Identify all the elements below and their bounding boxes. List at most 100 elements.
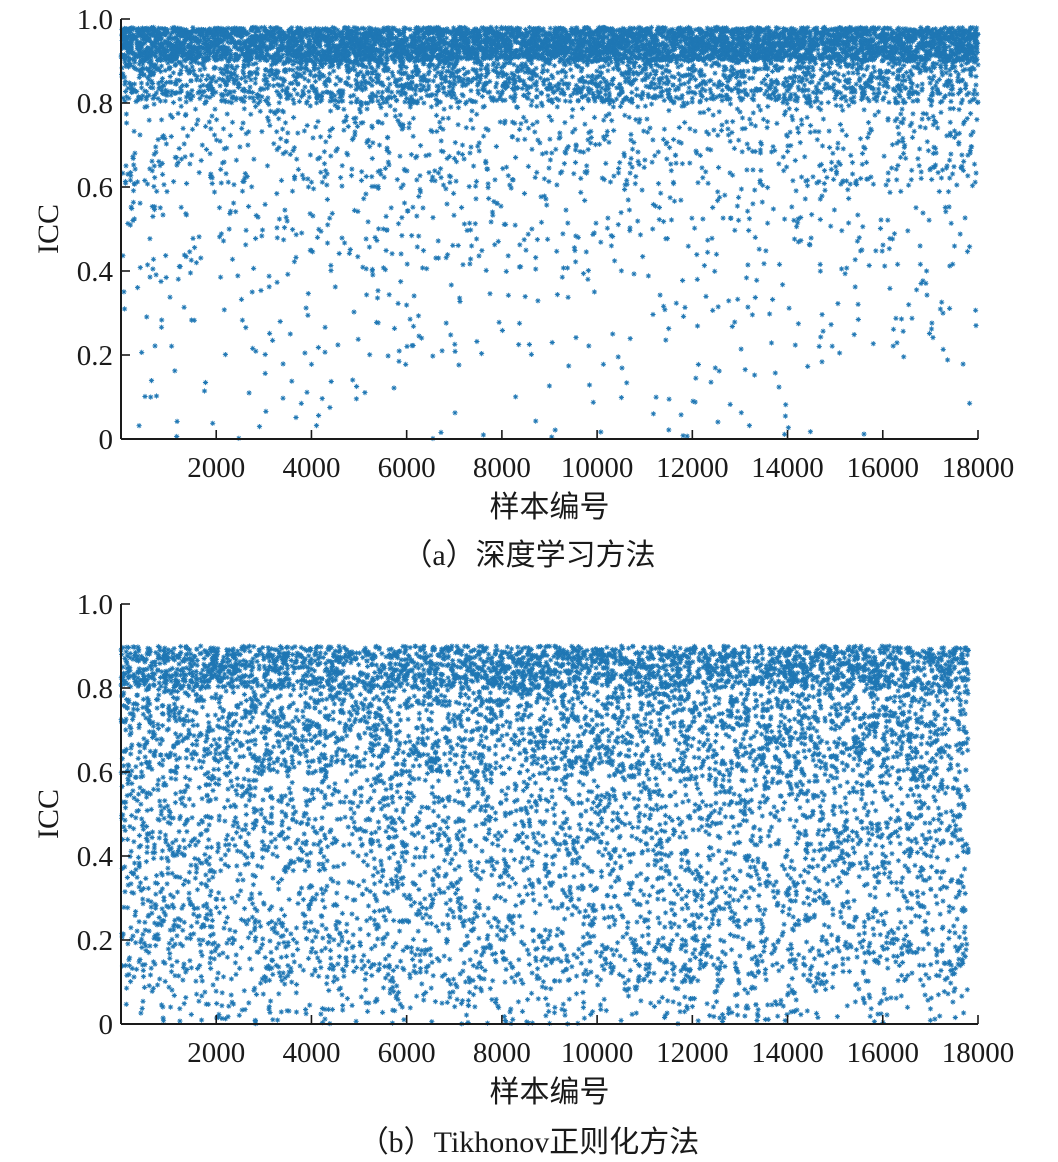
data-point <box>366 34 371 39</box>
data-point <box>300 33 305 38</box>
data-point <box>279 55 284 60</box>
data-point <box>756 53 761 58</box>
data-point <box>479 46 484 51</box>
data-point <box>714 43 719 48</box>
data-point <box>429 37 434 42</box>
data-point <box>145 31 150 36</box>
data-point <box>869 56 874 61</box>
data-point <box>406 53 411 58</box>
data-point <box>401 31 406 36</box>
data-point <box>655 57 660 62</box>
data-point <box>493 37 498 42</box>
data-point <box>584 41 589 46</box>
chart-a-svg: 2000 4000 6000 8000 10000 12000 14000 16000 1800… <box>0 0 1058 530</box>
data-point <box>908 46 913 51</box>
data-point <box>750 53 755 58</box>
data-point <box>389 41 394 46</box>
data-point <box>706 54 711 59</box>
data-point <box>623 47 628 52</box>
data-point <box>518 42 523 47</box>
data-point <box>128 30 133 35</box>
data-point <box>256 29 261 34</box>
data-point <box>265 57 270 62</box>
data-point <box>467 30 472 35</box>
data-point <box>540 33 545 38</box>
data-point <box>625 37 630 42</box>
data-point <box>711 52 716 57</box>
data-point <box>664 42 669 47</box>
data-point <box>156 42 161 47</box>
data-point <box>683 54 688 59</box>
data-point <box>235 54 240 59</box>
data-point <box>630 32 635 37</box>
data-point <box>793 53 798 58</box>
data-point <box>294 42 299 47</box>
data-point <box>902 33 907 38</box>
data-point <box>948 48 953 53</box>
data-point <box>232 44 237 49</box>
data-point <box>151 25 156 30</box>
data-point <box>449 56 454 61</box>
data-point <box>736 42 741 47</box>
data-point <box>907 38 912 43</box>
data-point <box>195 55 200 60</box>
data-point <box>886 54 891 59</box>
data-point <box>291 36 296 41</box>
data-point <box>764 25 769 30</box>
data-point <box>446 30 451 35</box>
data-point <box>676 26 681 31</box>
data-point <box>678 57 683 62</box>
data-point <box>902 41 907 46</box>
data-point <box>631 37 636 42</box>
data-point <box>206 57 211 62</box>
data-point <box>558 26 563 31</box>
data-point <box>643 35 648 40</box>
data-point <box>473 42 478 47</box>
data-point <box>856 34 861 39</box>
data-point <box>371 31 376 36</box>
data-point <box>622 28 627 33</box>
data-point <box>793 32 798 37</box>
data-point <box>156 29 161 34</box>
data-point <box>226 26 231 31</box>
data-point <box>411 36 416 41</box>
data-point <box>363 50 368 55</box>
data-point <box>359 58 364 63</box>
data-point <box>134 37 139 42</box>
data-point <box>377 48 382 53</box>
data-point <box>679 34 684 39</box>
data-point <box>334 34 339 39</box>
data-point <box>684 41 689 46</box>
data-point <box>389 47 394 52</box>
data-point <box>234 26 239 31</box>
data-point <box>254 56 259 61</box>
data-point <box>283 36 288 41</box>
data-point <box>692 42 697 47</box>
data-point <box>922 48 927 53</box>
data-point <box>388 30 393 35</box>
data-point <box>928 40 933 45</box>
data-point <box>811 27 816 32</box>
data-point <box>441 28 446 33</box>
data-point <box>657 42 662 47</box>
data-point <box>213 58 218 63</box>
data-point <box>192 28 197 33</box>
data-point <box>172 25 177 30</box>
data-point <box>254 36 259 41</box>
data-point <box>887 44 892 49</box>
data-point <box>608 56 613 61</box>
data-point <box>239 46 244 51</box>
data-point <box>812 40 817 45</box>
data-point <box>973 54 978 59</box>
data-point <box>365 30 370 35</box>
data-point <box>331 29 336 34</box>
data-point <box>404 38 409 43</box>
data-point <box>784 50 789 55</box>
data-point <box>902 29 907 34</box>
data-point <box>892 30 897 35</box>
data-point <box>686 50 691 55</box>
data-point <box>479 25 484 30</box>
data-point <box>874 54 879 59</box>
data-point <box>663 25 668 30</box>
data-point <box>289 42 294 47</box>
